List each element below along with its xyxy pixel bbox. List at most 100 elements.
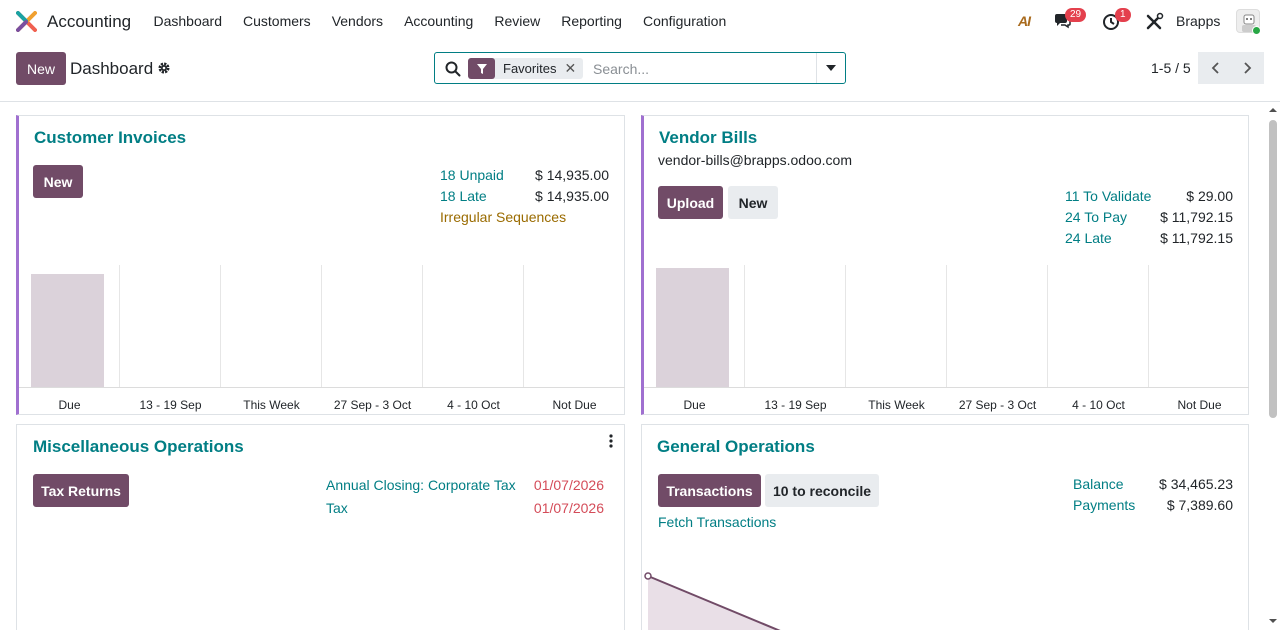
tax-link[interactable]: Tax <box>326 500 348 516</box>
online-status-dot <box>1252 26 1261 35</box>
balance-area <box>648 576 778 630</box>
chart-column <box>1048 265 1149 387</box>
ai-button[interactable]: AI <box>1018 13 1031 29</box>
vendor-bills-email: vendor-bills@brapps.odoo.com <box>658 152 852 168</box>
card-title[interactable]: Miscellaneous Operations <box>33 437 244 456</box>
pager-value[interactable]: 1-5 / 5 <box>1151 60 1191 76</box>
chart-column <box>947 265 1048 387</box>
chevron-left-icon <box>1211 62 1219 74</box>
main-menu: Dashboard Customers Vendors Accounting R… <box>143 0 737 42</box>
menu-item-accounting[interactable]: Accounting <box>404 13 474 29</box>
company-switcher[interactable]: Brapps <box>1176 13 1221 29</box>
card-title[interactable]: General Operations <box>657 437 815 456</box>
odoo-accounting-logo-icon[interactable] <box>16 11 37 32</box>
chart-x-label: Not Due <box>1177 398 1222 412</box>
chart-column <box>120 265 221 387</box>
search-facet-favorites: Favorites ✕ <box>468 58 584 79</box>
payments-link[interactable]: Payments <box>1073 497 1136 513</box>
menu-item-customers[interactable]: Customers <box>243 13 311 29</box>
chart-column <box>846 265 947 387</box>
menu-item-dashboard[interactable]: Dashboard <box>153 13 223 29</box>
late-invoices-link[interactable]: 18 Late <box>440 188 487 204</box>
chart-x-label: 27 Sep - 3 Oct <box>958 398 1037 412</box>
chevron-right-icon <box>1243 62 1251 74</box>
bills-aging-chart[interactable]: Due 13 - 19 Sep This Week 27 Sep - 3 Oct… <box>644 265 1249 415</box>
annual-closing-date: 01/07/2026 <box>533 477 604 493</box>
menu-item-reporting[interactable]: Reporting <box>561 13 622 29</box>
card-title[interactable]: Customer Invoices <box>34 128 187 147</box>
messages-count-badge: 29 <box>1065 8 1087 22</box>
gear-icon[interactable] <box>157 61 171 75</box>
to-reconcile-button[interactable]: 10 to reconcile <box>765 474 879 507</box>
new-journal-button[interactable]: New <box>16 52 66 85</box>
chart-x-label: 4 - 10 Oct <box>1072 398 1125 412</box>
scrollbar-thumb[interactable] <box>1269 120 1277 418</box>
irregular-sequences-link[interactable]: Irregular Sequences <box>440 209 567 225</box>
tax-returns-button[interactable]: Tax Returns <box>33 474 129 507</box>
scroll-up-arrow-icon[interactable] <box>1268 106 1278 114</box>
chart-axis <box>19 387 625 388</box>
invoice-aging-chart[interactable]: Due 13 - 19 Sep This Week 27 Sep - 3 Oct… <box>19 265 625 415</box>
menu-item-review[interactable]: Review <box>494 13 541 29</box>
transactions-button[interactable]: Transactions <box>658 474 761 507</box>
balance-link[interactable]: Balance <box>1073 476 1124 492</box>
chart-x-label: Not Due <box>552 398 597 412</box>
late-invoices-amount: $ 14,935.00 <box>535 188 609 204</box>
chart-x-label: 27 Sep - 3 Oct <box>333 398 412 412</box>
vendor-bills-card: Vendor Bills vendor-bills@brapps.odoo.co… <box>641 115 1249 415</box>
chart-x-label: This Week <box>243 398 300 412</box>
to-validate-amount: $ 29.00 <box>1186 188 1233 204</box>
tools-icon[interactable] <box>1145 11 1165 31</box>
chart-x-label: Due <box>683 398 706 412</box>
tax-date: 01/07/2026 <box>533 500 604 516</box>
menu-item-configuration[interactable]: Configuration <box>642 13 727 29</box>
activities-clock-icon[interactable] <box>1102 11 1122 31</box>
search-icon[interactable] <box>445 61 461 77</box>
to-pay-amount: $ 11,792.15 <box>1160 209 1233 225</box>
facet-label: Favorites <box>503 61 557 76</box>
misc-operations-card: Miscellaneous Operations Tax Returns Ann… <box>16 424 625 630</box>
new-invoice-button[interactable]: New <box>33 165 83 198</box>
to-validate-link[interactable]: 11 To Validate <box>1065 188 1152 204</box>
unpaid-invoices-amount: $ 14,935.00 <box>535 167 609 183</box>
chart-x-label: 13 - 19 Sep <box>764 398 827 412</box>
chart-column <box>745 265 846 387</box>
breadcrumb: Dashboard <box>70 59 154 78</box>
control-panel: New Dashboard Favorites ✕ 1-5 / 5 <box>0 42 1280 102</box>
late-bills-link[interactable]: 24 Late <box>1065 230 1112 246</box>
annual-closing-link[interactable]: Annual Closing: Corporate Tax <box>326 477 516 493</box>
search-input[interactable] <box>593 59 813 79</box>
balance-line <box>647 575 781 630</box>
search-options-toggle[interactable] <box>816 53 845 83</box>
fetch-transactions-link[interactable]: Fetch Transactions <box>658 514 777 530</box>
to-pay-link[interactable]: 24 To Pay <box>1065 209 1128 225</box>
caret-down-icon <box>826 65 836 71</box>
chart-x-label: 13 - 19 Sep <box>139 398 202 412</box>
top-navbar: Accounting Dashboard Customers Vendors A… <box>0 0 1280 42</box>
menu-item-vendors[interactable]: Vendors <box>331 13 384 29</box>
pager-previous-button[interactable] <box>1198 52 1231 84</box>
scroll-down-arrow-icon[interactable] <box>1268 617 1278 625</box>
balance-point[interactable] <box>644 572 652 580</box>
late-bills-amount: $ 11,792.15 <box>1160 230 1233 246</box>
app-name[interactable]: Accounting <box>47 12 132 31</box>
chart-column <box>221 265 322 387</box>
chart-column <box>322 265 423 387</box>
search-bar: Favorites ✕ <box>434 52 846 84</box>
more-options-icon[interactable] <box>609 434 613 448</box>
unpaid-invoices-link[interactable]: 18 Unpaid <box>440 167 504 183</box>
chart-x-label: Due <box>58 398 81 412</box>
chart-x-label: 4 - 10 Oct <box>447 398 500 412</box>
customer-invoices-card: Customer Invoices New 18 Unpaid $ 14,935… <box>16 115 625 415</box>
chart-bar-due[interactable] <box>656 268 729 387</box>
upload-bill-button[interactable]: Upload <box>658 186 723 219</box>
balance-line-chart[interactable] <box>642 565 1248 630</box>
chart-column <box>644 265 745 387</box>
payments-amount: $ 7,389.60 <box>1166 497 1233 513</box>
new-bill-button[interactable]: New <box>728 186 778 219</box>
card-title[interactable]: Vendor Bills <box>659 128 758 147</box>
remove-facet-icon[interactable]: ✕ <box>564 60 577 76</box>
pager-next-button[interactable] <box>1231 52 1264 84</box>
chart-bar-due[interactable] <box>31 274 104 387</box>
activities-count-badge: 1 <box>1115 8 1131 22</box>
